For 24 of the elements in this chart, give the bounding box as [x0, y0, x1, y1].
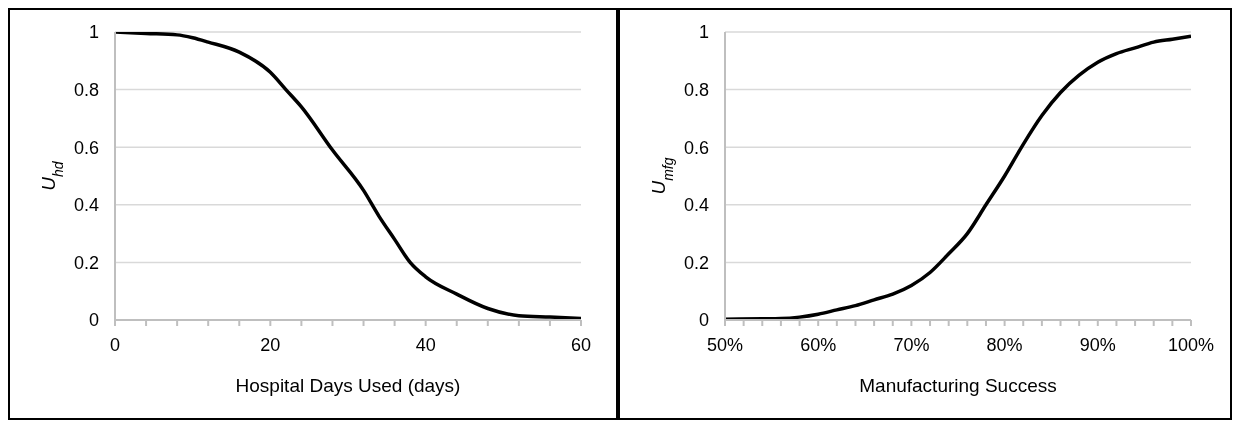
y-tick-label: 0.2 — [73, 252, 99, 273]
x-tick-label: 20 — [260, 334, 281, 355]
y-tick-label: 1 — [698, 22, 709, 43]
y-tick-label: 0.4 — [683, 195, 709, 216]
y-tick-label: 0.2 — [683, 252, 709, 273]
y-tick-label: 0 — [88, 310, 99, 331]
x-tick-label: 50% — [706, 334, 744, 355]
x-tick-label: 0 — [109, 334, 121, 355]
y-tick-label: 0 — [698, 310, 709, 331]
y-tick-label: 0.8 — [683, 79, 709, 100]
x-tick-label: 70% — [893, 334, 930, 355]
y-tick-label: 0.4 — [73, 195, 99, 216]
x-axis-title: Manufacturing Success — [859, 375, 1057, 396]
x-tick-label: 80% — [986, 334, 1023, 355]
y-tick-label: 0.6 — [683, 137, 709, 158]
x-axis-title: Hospital Days Used (days) — [235, 375, 461, 396]
y-tick-label: 0.8 — [73, 79, 99, 100]
y-tick-label: 0.6 — [73, 137, 99, 158]
x-tick-label: 100% — [1167, 334, 1215, 355]
x-tick-label: 60% — [800, 334, 837, 355]
x-tick-label: 60 — [570, 334, 592, 355]
y-tick-label: 1 — [88, 22, 99, 43]
x-tick-label: 40 — [415, 334, 436, 355]
x-tick-label: 90% — [1079, 334, 1116, 355]
